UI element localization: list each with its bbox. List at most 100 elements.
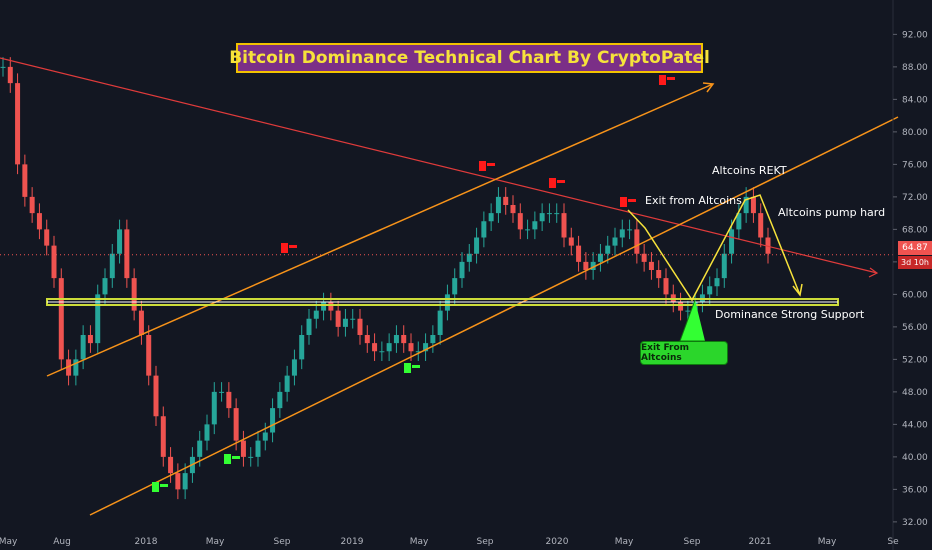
- candle-body: [546, 213, 552, 215]
- candle-body: [568, 237, 574, 246]
- candle-body: [379, 351, 385, 353]
- candle-body: [58, 278, 64, 360]
- candle-body: [306, 318, 312, 335]
- candle-body: [714, 278, 720, 287]
- candle-body: [415, 351, 421, 353]
- candle-body: [452, 278, 458, 295]
- candle-body: [255, 440, 261, 457]
- candle-body: [44, 229, 50, 246]
- candle-body: [393, 335, 399, 344]
- candle-body: [648, 261, 654, 270]
- candle-body: [721, 253, 727, 279]
- candle-body: [182, 473, 188, 490]
- current-price-tag: 64.87: [898, 241, 932, 255]
- candle-body: [211, 391, 217, 425]
- candle-body: [743, 196, 749, 214]
- candle-body: [430, 335, 436, 344]
- badge-pointer: [679, 299, 705, 342]
- candle-body: [357, 318, 363, 335]
- flag-icon: [487, 163, 495, 166]
- candle-body: [80, 335, 86, 360]
- candle-body: [758, 213, 764, 238]
- x-tick-label: 2021: [749, 537, 772, 547]
- candle-body: [131, 278, 137, 311]
- candle-body: [481, 221, 487, 238]
- x-tick-label: May: [206, 537, 225, 547]
- candle-body: [517, 213, 523, 230]
- projection-arrowhead: [792, 283, 803, 297]
- candle-body: [168, 456, 174, 474]
- candle-body: [219, 391, 225, 393]
- candle-body: [233, 408, 239, 441]
- y-tick-label: 80.00: [902, 128, 928, 138]
- flag-icon: [549, 178, 556, 188]
- candle-body: [372, 343, 378, 352]
- flag-icon: [620, 197, 627, 207]
- y-tick-label: 72.00: [902, 193, 928, 203]
- channel-upper-line: [46, 83, 714, 377]
- candle-body: [386, 343, 392, 352]
- annotation-altcoins-pump-hard: Altcoins pump hard: [778, 206, 886, 219]
- flag-icon: [224, 454, 231, 464]
- x-tick-label: May: [0, 537, 18, 547]
- candle-body: [459, 261, 465, 279]
- channel-upper-arrowhead: [702, 82, 715, 93]
- candle-body: [328, 302, 334, 311]
- candle-body: [291, 359, 297, 376]
- candle-body: [605, 245, 611, 254]
- candle-body: [153, 375, 159, 417]
- candle-body: [299, 335, 305, 360]
- flag-icon: [557, 180, 565, 183]
- y-tick-label: 36.00: [902, 485, 928, 495]
- candle-body: [138, 310, 144, 335]
- candle-body: [197, 440, 203, 457]
- annotation-dominance-support: Dominance Strong Support: [715, 308, 865, 321]
- candle-body: [36, 213, 42, 230]
- flag-icon: [281, 243, 288, 253]
- candle-body: [634, 229, 640, 254]
- candle-body: [561, 213, 567, 238]
- candle-body: [503, 196, 509, 205]
- y-tick-label: 68.00: [902, 225, 928, 235]
- y-tick-label: 44.00: [902, 420, 928, 430]
- candle-body: [15, 83, 21, 165]
- x-tick-label: Sep: [477, 537, 494, 547]
- candle-body: [284, 375, 290, 392]
- candle-body: [685, 310, 691, 312]
- candle-body: [364, 335, 370, 344]
- flags-group: [152, 75, 675, 492]
- candle-body: [22, 164, 28, 197]
- candle-body: [576, 245, 582, 262]
- candle-body: [51, 245, 57, 279]
- candle-body: [641, 253, 647, 262]
- candle-body: [408, 343, 414, 352]
- candle-body: [474, 237, 480, 254]
- candle-body: [270, 408, 276, 433]
- candle-body: [262, 432, 268, 441]
- y-tick-label: 84.00: [902, 95, 928, 105]
- candle-body: [488, 213, 494, 222]
- candle-body: [707, 286, 713, 295]
- candle-body: [102, 278, 108, 295]
- candle-body: [117, 229, 123, 254]
- annotation-altcoins-rekt: Altcoins REKT: [712, 164, 787, 177]
- y-tick-label: 40.00: [902, 453, 928, 463]
- candle-body: [87, 335, 93, 344]
- candle-body: [525, 229, 531, 231]
- x-tick-label: 2020: [546, 537, 569, 547]
- candle-body: [226, 391, 232, 409]
- downtrend-line: [0, 57, 878, 274]
- flag-icon: [404, 363, 411, 373]
- x-tick-label: Sep: [684, 537, 701, 547]
- countdown-tag: 3d 10h: [898, 256, 932, 269]
- candle-body: [729, 229, 735, 254]
- x-axis: May Aug 2018 May Sep 2019 May Sep 2020 May Sep 2021…: [0, 537, 899, 547]
- candle-body: [495, 196, 501, 214]
- candle-body: [678, 302, 684, 311]
- candle-body: [73, 359, 79, 376]
- candle-body: [656, 270, 662, 279]
- candle-body: [663, 278, 669, 295]
- x-tick-label: 2019: [341, 537, 364, 547]
- flag-icon: [412, 365, 420, 368]
